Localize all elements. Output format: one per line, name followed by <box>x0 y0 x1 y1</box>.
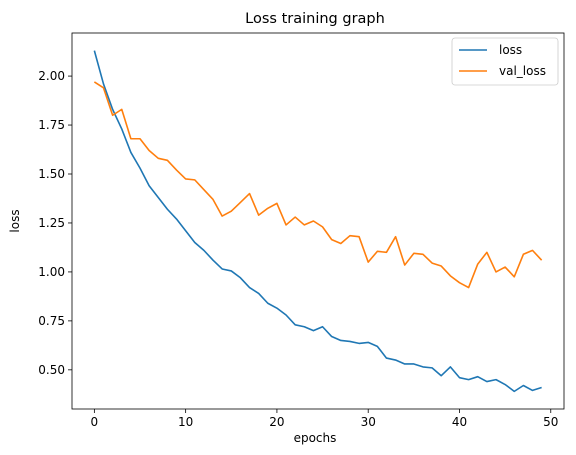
y-tick-label: 1.00 <box>38 265 65 279</box>
series-line-loss <box>93 50 542 393</box>
y-axis-label: loss <box>8 209 22 232</box>
legend-label-loss: loss <box>499 43 522 57</box>
plot-frame <box>71 32 565 410</box>
legend: loss val_loss <box>451 37 559 86</box>
x-tick-label: 30 <box>361 415 376 429</box>
y-tick-label: 1.25 <box>38 216 65 230</box>
y-tick-label: 0.50 <box>38 363 65 377</box>
x-axis-label: epochs <box>294 431 337 445</box>
y-tick-label: 0.75 <box>38 314 65 328</box>
legend-label-val-loss: val_loss <box>499 64 546 78</box>
x-tick-label: 40 <box>452 415 467 429</box>
x-tick-label: 0 <box>91 415 99 429</box>
y-axis: 0.50 0.75 1.00 1.25 1.50 1.75 2.00 <box>38 69 72 377</box>
y-tick-label: 2.00 <box>38 69 65 83</box>
x-axis: 0 10 20 30 40 50 <box>91 409 558 429</box>
y-tick-label: 1.50 <box>38 167 65 181</box>
x-tick-label: 20 <box>269 415 284 429</box>
plot-area <box>93 50 543 393</box>
y-tick-label: 1.75 <box>38 118 65 132</box>
x-tick-label: 10 <box>178 415 193 429</box>
x-tick-label: 50 <box>543 415 558 429</box>
chart-title: Loss training graph <box>245 11 385 27</box>
series-line-val-loss <box>93 81 543 289</box>
